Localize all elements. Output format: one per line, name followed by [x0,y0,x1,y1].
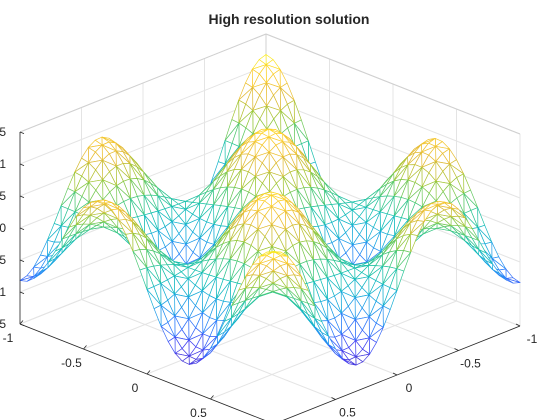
z-tick-mark [19,163,25,166]
box-edge [19,33,267,133]
mesh-face [369,337,377,355]
mesh-face [125,232,134,252]
x-tick-mark [146,370,151,375]
mesh-face [111,208,120,221]
mesh-face [217,140,226,165]
mesh-face [478,240,487,254]
y-tick-mark [331,397,336,400]
z-tick-mark [19,323,25,326]
mesh-face [83,202,91,209]
mesh-face [252,255,261,265]
y-tick-mark [454,348,459,351]
mesh-face [423,209,432,222]
mesh-face [167,336,176,354]
mesh-face [26,276,35,282]
chart-title: High resolution solution [209,11,370,27]
mesh-face [396,268,405,291]
x-tick-mark [83,345,87,350]
y-axis-line [282,325,521,420]
mesh-face [307,140,316,165]
x-tick-mark [19,320,24,325]
z-tick-mark [19,291,25,294]
x-tick-label: 0.5 [190,406,207,420]
z-tick-label: 1 [0,157,6,171]
mesh-face [139,267,148,290]
mesh-face [69,215,77,228]
z-tick-mark [19,131,25,134]
z-tick-label: -1.5 [0,317,6,331]
surface-mesh [19,54,521,366]
y-tick-mark [515,323,521,327]
gridline [282,325,521,420]
mesh-face [437,200,446,205]
mesh-face [491,241,500,259]
mesh-face [224,305,233,322]
mesh-face [410,233,418,253]
y-tick-mark [392,372,398,376]
box-edge [265,33,521,135]
tick-labels: -1-0.500.5110.50-0.5-1-1.5-1-0.500.511.5 [0,125,538,420]
z-tick-mark [19,259,25,262]
mesh-face [505,268,514,279]
z-tick-label: -0.5 [0,253,6,267]
mesh-face [26,266,35,277]
x-tick-label: -0.5 [61,356,82,370]
z-tick-label: 1.5 [0,125,6,139]
y-tick-label: 0.5 [339,406,356,420]
y-tick-label: -1 [527,332,538,346]
mesh-face [153,304,162,327]
axes-front [19,131,521,420]
mesh-face [181,355,190,365]
z-tick-label: 0 [0,221,6,235]
mesh-face [464,217,473,229]
mesh-face [477,207,486,228]
mesh-face [451,203,459,210]
mesh-face [266,251,275,253]
mesh-face [97,199,106,204]
x-tick-mark [210,395,214,400]
y-tick-label: 0 [406,381,413,395]
x-tick-label: -1 [3,331,14,345]
x-tick-label: 0 [132,381,139,395]
z-tick-mark [19,195,25,198]
mesh-face [382,305,391,328]
mesh-face [210,335,218,349]
z-tick-mark [19,227,25,230]
mesh-face [273,251,282,253]
mesh-face [53,205,62,227]
mesh-face [40,239,48,257]
mesh-face [238,275,247,291]
z-tick-label: -1 [0,285,6,299]
y-tick-label: -0.5 [460,357,481,371]
z-tick-label: 0.5 [0,189,6,203]
